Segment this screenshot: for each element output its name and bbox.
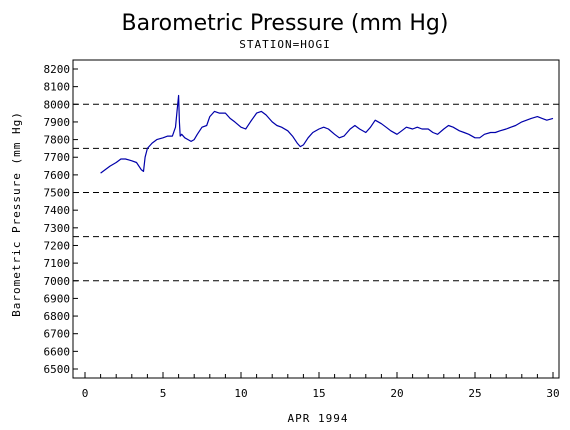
- x-axis-label: APR 1994: [288, 412, 349, 425]
- y-tick-label: 7000: [44, 275, 71, 288]
- chart-title: Barometric Pressure (mm Hg): [122, 11, 449, 36]
- reference-lines: [73, 103, 559, 282]
- series-line-0: [100, 94, 554, 174]
- x-tick-label: 10: [234, 387, 247, 400]
- y-tick-label: 6900: [44, 292, 71, 305]
- y-tick-label: 7300: [44, 222, 71, 235]
- y-tick-label: 7200: [44, 239, 71, 252]
- x-tick-label: 25: [468, 387, 481, 400]
- y-tick-label: 8200: [44, 63, 71, 76]
- y-tick-label: 7400: [44, 204, 71, 217]
- plot-frame: [72, 59, 560, 379]
- y-tick-label: 6600: [44, 345, 71, 358]
- chart-subtitle: STATION=HOGI: [239, 38, 330, 51]
- y-tick-label: 7900: [44, 116, 71, 129]
- y-tick-label: 7100: [44, 257, 71, 270]
- y-tick-label: 7600: [44, 169, 71, 182]
- y-tick-label: 6500: [44, 363, 71, 376]
- series-layer: [100, 94, 554, 174]
- x-tick-label: 5: [160, 387, 167, 400]
- y-tick-label: 8100: [44, 81, 71, 94]
- x-tick-label: 15: [312, 387, 325, 400]
- y-tick-label: 7500: [44, 187, 71, 200]
- y-axis-label: Barometric Pressure (mm Hg): [10, 111, 23, 317]
- x-axis: 0 5 10 15 20 25 30: [82, 372, 560, 400]
- y-tick-label: 7800: [44, 134, 71, 147]
- y-tick-label: 8000: [44, 98, 71, 111]
- x-tick-label: 20: [390, 387, 403, 400]
- y-axis: 6500 6600 6700 6800 6900 7000 7100 7200 7300 7400…: [44, 63, 78, 376]
- x-tick-label: 30: [546, 387, 559, 400]
- x-tick-label: 0: [82, 387, 89, 400]
- y-tick-label: 7700: [44, 151, 71, 164]
- y-tick-label: 6800: [44, 310, 71, 323]
- y-tick-label: 6700: [44, 328, 71, 341]
